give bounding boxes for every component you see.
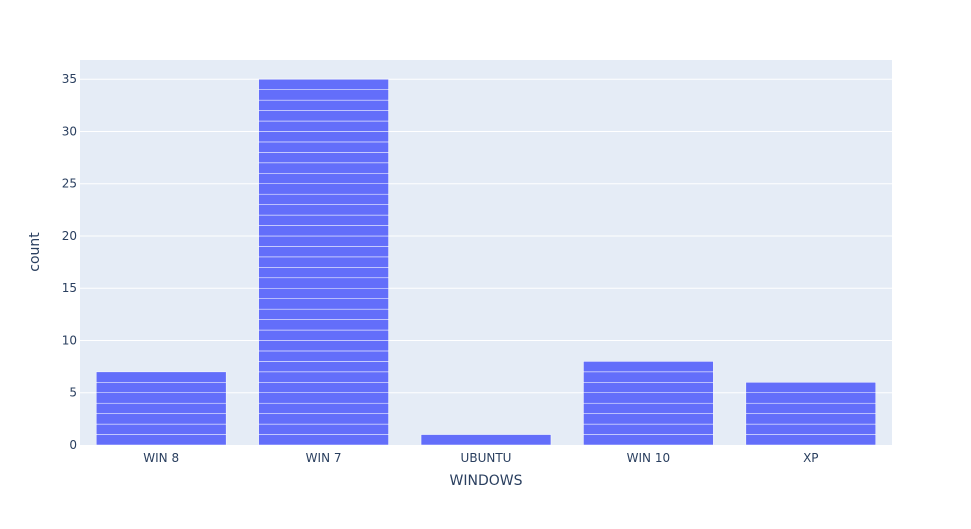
bar-segment (258, 246, 389, 258)
bar-segment (95, 413, 227, 425)
bar-segment (745, 413, 877, 425)
y-axis-title: count (27, 232, 43, 272)
x-tick-label: XP (803, 451, 818, 465)
bar-segment (258, 256, 389, 268)
bar-segment (745, 392, 877, 404)
bar-segment (258, 152, 389, 164)
x-tick-label: WIN 10 (627, 451, 670, 465)
bar-segment (583, 434, 714, 446)
bar-segment (258, 277, 389, 289)
bar-segment (745, 402, 877, 414)
bar-segment (258, 225, 389, 237)
bar-segment (258, 413, 389, 425)
bar-segment (258, 120, 389, 132)
bar-segment (583, 361, 714, 373)
bar-segment (258, 110, 389, 122)
x-axis-title: WINDOWS (450, 473, 523, 489)
bar-segment (258, 78, 389, 90)
bar-segment (258, 131, 389, 143)
bar-segment (258, 392, 389, 404)
bar-segment (258, 361, 389, 373)
bar-segment (420, 434, 552, 446)
x-tick-label: WIN 8 (143, 451, 179, 465)
bars (95, 78, 877, 446)
bar-segment (258, 141, 389, 153)
bar (745, 382, 877, 446)
bar-segment (258, 214, 389, 226)
bar (95, 371, 227, 446)
bar-segment (583, 402, 714, 414)
bar-segment (258, 434, 389, 446)
bar (420, 434, 552, 446)
bar-segment (258, 319, 389, 331)
bar-segment (745, 423, 877, 435)
y-tick-label: 0 (69, 438, 77, 452)
y-tick-label: 5 (69, 386, 77, 400)
bar-segment (258, 340, 389, 352)
y-tick-label: 30 (62, 124, 77, 138)
bar-segment (745, 434, 877, 446)
bar-segment (95, 423, 227, 435)
bar-segment (95, 434, 227, 446)
bar-segment (258, 204, 389, 216)
bar-segment (583, 392, 714, 404)
y-tick-label: 10 (62, 333, 77, 347)
bar-segment (258, 193, 389, 205)
x-tick-label: UBUNTU (461, 451, 512, 465)
bar-segment (258, 371, 389, 383)
bar (258, 78, 389, 446)
bar-segment (258, 235, 389, 247)
bar (583, 361, 714, 446)
bar-segment (95, 382, 227, 393)
bar-segment (258, 423, 389, 435)
bar-segment (258, 308, 389, 320)
bar-segment (95, 402, 227, 414)
bar-segment (258, 402, 389, 414)
y-tick-label: 35 (62, 72, 77, 86)
bar-segment (258, 298, 389, 310)
bar-segment (258, 99, 389, 111)
bar-segment (583, 382, 714, 393)
bar-segment (258, 329, 389, 341)
bar-segment (258, 267, 389, 279)
bar-segment (583, 371, 714, 383)
bar-segment (95, 371, 227, 383)
bar-segment (258, 173, 389, 184)
bar-segment (258, 287, 389, 299)
y-tick-label: 20 (62, 229, 77, 243)
bar-segment (583, 423, 714, 435)
bar-segment (95, 392, 227, 404)
bar-segment (258, 89, 389, 101)
x-tick-label: WIN 7 (306, 451, 342, 465)
bar-segment (258, 183, 389, 195)
y-tick-label: 25 (62, 177, 77, 191)
bar-segment (745, 382, 877, 393)
x-axis-ticks: WIN 8 WIN 7 UBUNTU WIN 10 XP (143, 451, 818, 465)
y-axis-ticks: 0 5 10 15 20 25 30 35 (62, 72, 77, 452)
bar-segment (258, 382, 389, 393)
bar-segment (258, 350, 389, 362)
bar-segment (258, 162, 389, 174)
y-tick-label: 15 (62, 281, 77, 295)
bar-segment (583, 413, 714, 425)
